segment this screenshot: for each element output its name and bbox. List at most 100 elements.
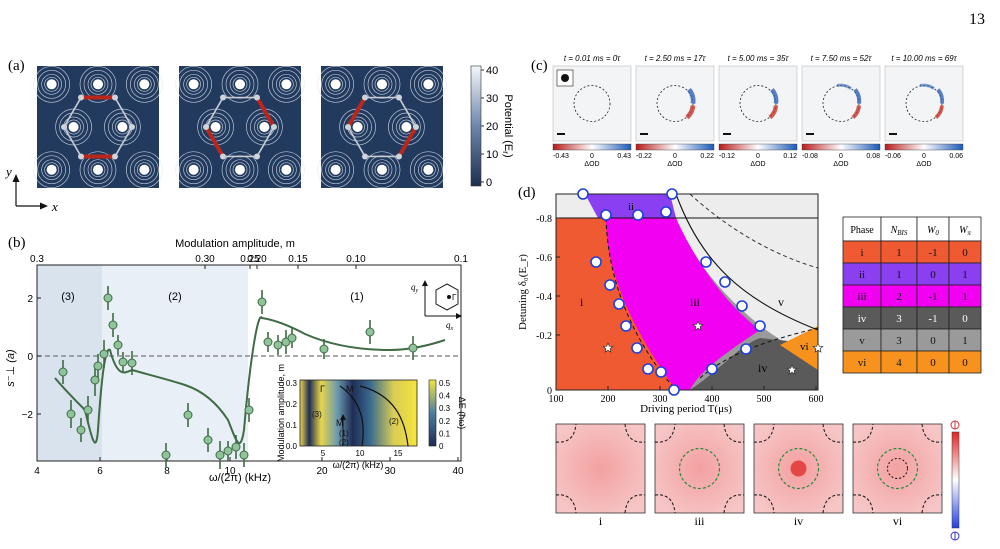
svg-text:i: i [860,247,863,259]
region-label-i: i [580,295,584,309]
svg-text:0.1: 0.1 [454,254,468,265]
svg-text:10: 10 [356,449,365,458]
svg-text:v: v [859,335,865,347]
svg-text:2: 2 [27,294,33,305]
panel-c-label: (c) [531,58,548,74]
svg-text:ω/(2π) (kHz): ω/(2π) (kHz) [333,460,384,470]
svg-text:0.1: 0.1 [286,421,298,430]
svg-text:0: 0 [439,442,444,451]
frame-4: t = 7.50 ms = 52τ -0.08 0 0.08 ΔOD [801,54,881,168]
axis-x-label: x [51,199,58,214]
svg-text:iii: iii [857,291,866,303]
svg-text:(1): (1) [339,429,349,438]
potential-colorbar-label: Potential (Er) [501,94,514,157]
svg-text:0: 0 [930,269,936,281]
d-x-axis-label: Driving period T(μs) [640,403,732,415]
svg-text:t = 7.50 ms = 52τ: t = 7.50 ms = 52τ [811,54,873,63]
svg-text:0: 0 [962,313,968,325]
plot-frame [36,264,462,462]
data-point [281,330,291,354]
svg-text:0.3: 0.3 [439,404,451,413]
y-arrow-head-icon [12,174,20,182]
data-point [365,320,375,344]
data-point [257,290,267,314]
svg-text:-1: -1 [928,247,937,259]
sample-point [668,384,680,396]
svg-text:600: 600 [809,394,824,405]
data-point [113,335,123,355]
frame-3: t = 5.00 ms = 35τ -0.12 0 0.12 ΔOD [718,54,798,168]
svg-text:40: 40 [486,65,498,77]
svg-text:ΔOD: ΔOD [667,161,682,168]
svg-text:1: 1 [962,291,968,303]
svg-text:0.43: 0.43 [617,153,631,160]
data-point [108,313,118,337]
svg-text:1: 1 [962,269,968,281]
d-y-axis-label: Detuning δ₀(E_r) [517,254,529,330]
phase-table: Phase NBIS W0 Wπ i 1 -1 0 ii 1 0 1 iii 2 -1 1 iv 3 -1 0 v 3 0 1… [842,216,982,374]
x-arrow-head-icon [40,202,48,210]
thumbnail-iii: iii [654,423,745,528]
svg-text:M: M [336,418,344,428]
svg-text:4: 4 [896,357,902,369]
svg-text:5: 5 [321,449,326,458]
svg-text:15: 15 [394,449,403,458]
data-point [319,339,329,359]
svg-text:0: 0 [962,247,968,259]
spin-down-icon [950,531,960,541]
star-marker [602,342,614,353]
data-point [83,396,93,424]
sample-point [632,209,644,221]
region-iv [690,338,818,390]
svg-text:Wπ: Wπ [959,225,971,237]
svg-text:0.2: 0.2 [439,417,451,426]
inset-map: Γ M M (3) (2) (1) (2) 0.30.20.10.05 10 15 … [276,364,467,470]
svg-text:-0.06: -0.06 [885,153,901,160]
potential-map-2 [175,65,305,189]
region-1-label: (1) [350,291,363,303]
svg-text:0: 0 [930,357,936,369]
sample-point [754,320,766,332]
panel-a-label: (a) [8,58,25,74]
sample-point [600,209,612,221]
svg-text:1: 1 [896,269,902,281]
svg-text:t = 10.00 ms = 69τ: t = 10.00 ms = 69τ [891,54,957,63]
region-label-iii: iii [690,295,701,309]
potential-colorbar [470,65,482,187]
svg-text:0: 0 [673,153,677,160]
data-point [203,428,213,452]
thumbnail-iv: iv [753,423,844,528]
svg-text:0.15: 0.15 [288,254,308,265]
sample-point [660,206,672,218]
svg-text:(3): (3) [312,410,322,419]
data-point [239,443,249,467]
svg-text:1: 1 [962,335,968,347]
svg-text:6: 6 [97,466,103,477]
svg-text:20: 20 [316,466,328,477]
data-point [223,441,233,461]
sample-point [590,256,602,268]
svg-text:0: 0 [922,153,926,160]
sample-point [736,300,748,312]
star-marker [812,342,824,353]
svg-text:30: 30 [486,93,498,105]
svg-text:3: 3 [896,335,902,347]
phase-diagram: 100 200 300 400 500 600 -0.8 -0.6 -0.4 -0.2 0 [536,188,824,405]
data-points [58,286,418,469]
svg-text:0.06: 0.06 [949,153,963,160]
bottom-ticks: 4 6 8 10 20 30 40 [34,457,464,477]
svg-text:0.0: 0.0 [286,442,298,451]
svg-text:3: 3 [896,313,902,325]
sample-point [620,320,632,332]
svg-text:0.3: 0.3 [30,254,44,265]
svg-text:M: M [346,384,354,394]
svg-text:vi: vi [858,357,867,369]
svg-text:200: 200 [601,394,616,405]
svg-text:ΔOD: ΔOD [584,161,599,168]
region-label-vi: vi [800,341,809,353]
data-point [215,441,225,469]
data-point [118,352,128,372]
svg-text:-0.2: -0.2 [536,331,552,342]
svg-text:0.12: 0.12 [783,153,797,160]
